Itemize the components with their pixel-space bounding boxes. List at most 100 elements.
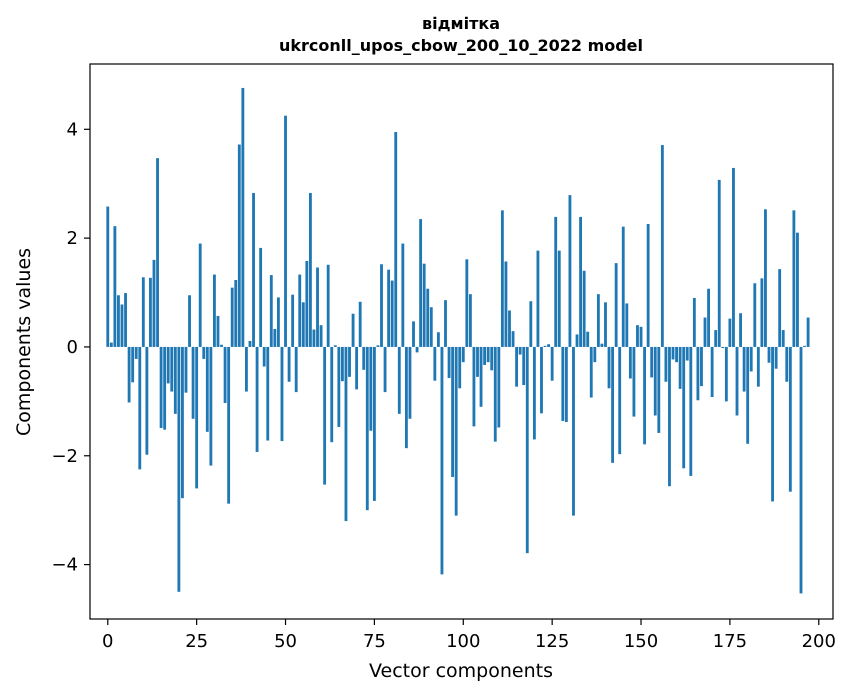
bar-63: [330, 346, 334, 443]
bar-45: [266, 346, 270, 441]
bar-172: [717, 179, 721, 347]
bar-92: [433, 346, 437, 381]
bar-182: [753, 283, 757, 347]
bar-149: [636, 325, 639, 347]
bar-126: [554, 216, 558, 347]
y-tick-label: −4: [51, 555, 78, 576]
bar-111: [500, 210, 504, 347]
bar-110: [497, 346, 501, 428]
bar-95: [444, 300, 447, 347]
bar-79: [387, 269, 391, 347]
bar-176: [732, 167, 735, 347]
bar-44: [262, 346, 266, 367]
bar-2: [113, 226, 117, 347]
bar-141: [607, 346, 611, 389]
x-axis: 0 25 50 75 100 125 150 175 200: [102, 619, 836, 652]
bar-153: [650, 346, 654, 378]
bar-116: [518, 346, 522, 355]
bar-129: [564, 346, 568, 423]
bar-27: [202, 346, 206, 359]
bar-101: [465, 259, 469, 347]
bar-93: [436, 332, 440, 347]
bar-51: [287, 346, 291, 382]
bar-169: [707, 288, 710, 347]
bar-112: [504, 261, 508, 347]
bar-33: [223, 346, 227, 403]
bar-85: [408, 346, 412, 419]
bar-187: [771, 346, 774, 502]
bar-3: [117, 295, 120, 347]
bar-107: [486, 346, 490, 363]
bar-170: [710, 346, 714, 397]
bar-90: [426, 288, 430, 347]
bar-48: [276, 297, 280, 347]
x-tick-label: 200: [802, 631, 836, 652]
bar-160: [675, 346, 678, 363]
bar-147: [628, 346, 632, 379]
bar-21: [181, 346, 184, 499]
bar-75: [372, 346, 376, 501]
bar-196: [803, 345, 806, 347]
bar-29: [209, 346, 213, 466]
bar-125: [550, 346, 554, 381]
bar-140: [604, 302, 607, 347]
bar-164: [689, 346, 693, 476]
bar-82: [397, 346, 401, 414]
bar-98: [454, 346, 458, 516]
bar-183: [756, 346, 760, 387]
bar-173: [721, 346, 725, 349]
bar-192: [788, 346, 792, 492]
bar-143: [614, 263, 618, 347]
chart-subtitle: ukrconll_upos_cbow_200_10_2022 model: [279, 36, 643, 55]
bar-17: [166, 346, 170, 384]
bar-186: [767, 346, 771, 363]
y-tick-label: 0: [67, 337, 78, 358]
bar-12: [149, 277, 152, 347]
bar-194: [796, 232, 799, 347]
bar-179: [742, 346, 746, 392]
bar-94: [440, 346, 444, 575]
bar-144: [618, 346, 622, 455]
bar-89: [422, 263, 426, 347]
bar-122: [540, 346, 543, 414]
bar-10: [141, 277, 145, 347]
bar-42: [255, 346, 259, 452]
bar-54: [298, 274, 302, 347]
bar-34: [227, 346, 231, 504]
bar-71: [358, 301, 362, 347]
bar-150: [639, 326, 643, 347]
bar-67: [344, 346, 348, 522]
bar-52: [291, 294, 295, 347]
bar-61: [323, 346, 327, 485]
bar-20: [177, 346, 181, 592]
bar-197: [806, 317, 810, 347]
bar-6: [127, 346, 131, 403]
bar-7: [131, 346, 135, 383]
bar-0: [106, 206, 110, 347]
bar-188: [774, 346, 778, 369]
bar-118: [525, 346, 529, 554]
bar-174: [724, 346, 728, 402]
bar-105: [479, 346, 483, 407]
bar-86: [412, 321, 415, 347]
bar-131: [572, 346, 575, 516]
bar-159: [671, 346, 675, 360]
bar-171: [714, 330, 718, 347]
bar-102: [468, 294, 472, 347]
bar-155: [657, 346, 661, 433]
bar-103: [472, 346, 476, 427]
bar-58: [312, 329, 316, 347]
bar-36: [234, 280, 238, 347]
bar-109: [493, 346, 497, 442]
bar-1: [109, 342, 113, 347]
bar-115: [515, 346, 519, 387]
bar-32: [220, 344, 223, 347]
bar-167: [700, 346, 703, 387]
bar-106: [483, 346, 487, 365]
bar-78: [383, 346, 387, 393]
bar-69: [351, 313, 355, 347]
bar-9: [138, 346, 142, 470]
bar-26: [198, 243, 202, 347]
bar-25: [195, 346, 199, 489]
